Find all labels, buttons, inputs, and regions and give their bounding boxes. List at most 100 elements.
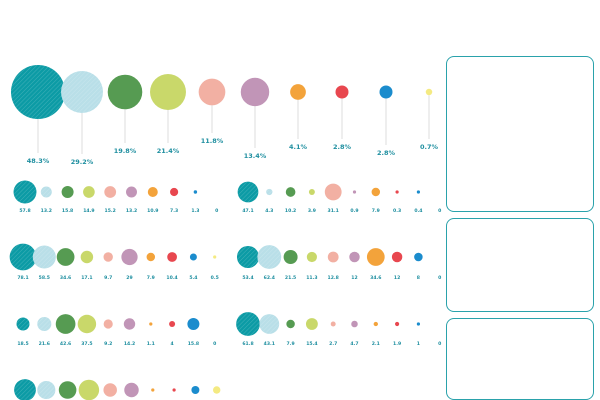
group-value-label: 4.7 <box>350 341 358 347</box>
group-bubble <box>146 252 156 262</box>
group-bubble <box>103 252 113 262</box>
group-bubble <box>149 322 153 326</box>
group-bubble <box>330 321 336 327</box>
group-value-label: 0.3 <box>393 208 401 214</box>
group-bubble <box>395 190 399 194</box>
top-value-label: 21.4% <box>157 147 180 155</box>
group-bubble-hatch <box>37 380 56 400</box>
group-value-label: 34.6 <box>370 275 381 281</box>
group-value-label: 43.1 <box>264 341 275 347</box>
group-bubble <box>416 190 420 194</box>
group-bubble-hatch <box>32 245 56 269</box>
group-bubble <box>58 381 77 399</box>
group-bubble <box>103 383 117 397</box>
group-value-label: 57.8 <box>19 208 30 214</box>
top-bubble <box>425 88 433 96</box>
group-value-label: 15.2 <box>105 208 116 214</box>
group-value-label: 13.2 <box>41 208 52 214</box>
group-bubble <box>352 190 357 194</box>
group-bubble <box>169 320 176 328</box>
group-bubble-hatch <box>236 245 260 269</box>
group-bubble-hatch <box>259 314 280 334</box>
top-bubble <box>379 85 393 99</box>
group-value-label: 1 <box>417 341 420 347</box>
group-value-label: 12.8 <box>328 275 339 281</box>
group-bubble-hatch <box>13 180 37 204</box>
group-value-label: 78.1 <box>17 275 28 281</box>
group-bubble-hatch <box>40 186 52 198</box>
group-bubble <box>121 248 138 266</box>
group-value-label: 4.3 <box>265 208 273 214</box>
group-value-label: 0 <box>438 341 441 347</box>
group-value-label: 14.9 <box>83 208 94 214</box>
group-bubble <box>189 253 197 261</box>
group-bubble <box>77 314 97 334</box>
group-bubble-hatch <box>37 316 52 332</box>
top-value-label: 2.8% <box>333 143 352 151</box>
side-panel-2 <box>446 218 594 312</box>
group-bubble <box>191 386 200 394</box>
group-bubble <box>80 250 94 264</box>
group-value-label: 8 <box>417 275 420 281</box>
group-value-label: 0 <box>215 208 218 214</box>
group-bubble <box>103 319 113 329</box>
group-bubble <box>308 189 315 195</box>
group-value-label: 11.3 <box>306 275 317 281</box>
group-bubble-hatch <box>236 312 260 336</box>
group-bubble <box>391 251 403 263</box>
group-bubble <box>170 187 179 197</box>
group-bubble <box>172 388 176 392</box>
group-value-label: 42.6 <box>60 341 71 347</box>
group-bubble <box>327 251 339 263</box>
group-bubble <box>104 186 117 198</box>
group-value-label: 15.4 <box>306 341 317 347</box>
group-value-label: 2.1 <box>372 341 380 347</box>
group-value-label: 17.1 <box>81 275 92 281</box>
group-bubble <box>349 251 360 263</box>
group-value-label: 21.5 <box>285 275 296 281</box>
group-bubble <box>61 186 74 198</box>
group-value-label: 12 <box>394 275 400 281</box>
top-bubble <box>240 77 270 107</box>
group-value-label: 31.1 <box>328 208 339 214</box>
group-bubble <box>83 186 95 198</box>
group-bubble <box>373 321 378 327</box>
group-value-label: 3.9 <box>308 208 316 214</box>
group-value-label: 7.9 <box>287 341 295 347</box>
top-bubble-hatch <box>61 71 103 113</box>
group-value-label: 14.2 <box>124 341 135 347</box>
group-bubble <box>193 190 198 194</box>
group-value-label: 7.9 <box>147 275 155 281</box>
group-bubble <box>213 386 221 394</box>
group-value-label: 18.5 <box>17 341 28 347</box>
group-bubble <box>167 252 177 262</box>
group-value-label: 0.9 <box>350 208 358 214</box>
group-value-label: 7.3 <box>170 208 178 214</box>
group-bubble-hatch <box>14 379 36 400</box>
group-value-label: 2.7 <box>329 341 337 347</box>
group-bubble <box>306 251 317 263</box>
group-value-label: 0.5 <box>211 275 219 281</box>
group-value-label: 0 <box>438 275 441 281</box>
group-value-label: 12 <box>351 275 357 281</box>
top-bubble <box>335 85 349 99</box>
top-value-label: 4.1% <box>289 143 308 151</box>
group-bubble <box>366 248 385 266</box>
group-bubble-hatch <box>257 245 282 269</box>
group-bubble <box>147 187 158 197</box>
group-bubble <box>213 255 217 259</box>
group-bubble-hatch <box>266 188 273 196</box>
side-panel-3 <box>446 318 594 400</box>
group-value-label: 53.4 <box>242 275 253 281</box>
top-bubble <box>150 74 186 110</box>
group-value-label: 21.6 <box>39 341 50 347</box>
group-value-label: 1.9 <box>393 341 401 347</box>
group-bubble-hatch <box>237 181 259 203</box>
group-bubble <box>56 248 75 266</box>
group-value-label: 10.2 <box>285 208 296 214</box>
top-value-label: 2.8% <box>377 149 396 157</box>
group-value-label: 10.4 <box>166 275 177 281</box>
group-bubble <box>187 318 200 330</box>
side-panel-1 <box>446 56 594 212</box>
